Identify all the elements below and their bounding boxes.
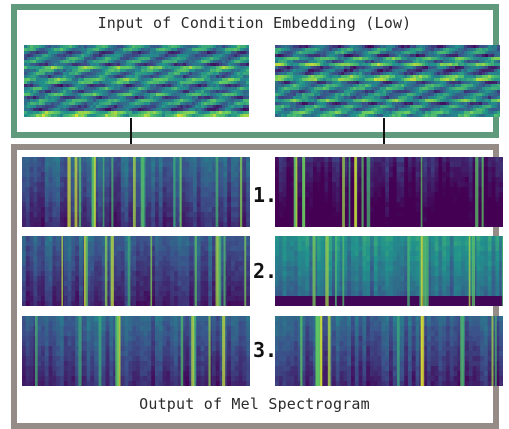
- row-label-3: 3.: [253, 338, 277, 362]
- spectrogram-row3-left: [22, 316, 250, 386]
- row-label-2: 2.: [253, 259, 277, 283]
- condition-embedding-title: Input of Condition Embedding (Low): [0, 14, 509, 32]
- spectrogram-row1-left: [22, 157, 250, 227]
- embedding-left: [24, 45, 249, 117]
- spectrogram-row2-right: [275, 236, 503, 306]
- row-label-1: 1.: [253, 183, 277, 207]
- spectrogram-row2-left: [22, 236, 250, 306]
- mel-spectrogram-title: Output of Mel Spectrogram: [0, 395, 509, 413]
- embedding-right: [275, 45, 500, 117]
- spectrogram-row3-right: [275, 316, 503, 386]
- spectrogram-row1-right: [275, 157, 503, 227]
